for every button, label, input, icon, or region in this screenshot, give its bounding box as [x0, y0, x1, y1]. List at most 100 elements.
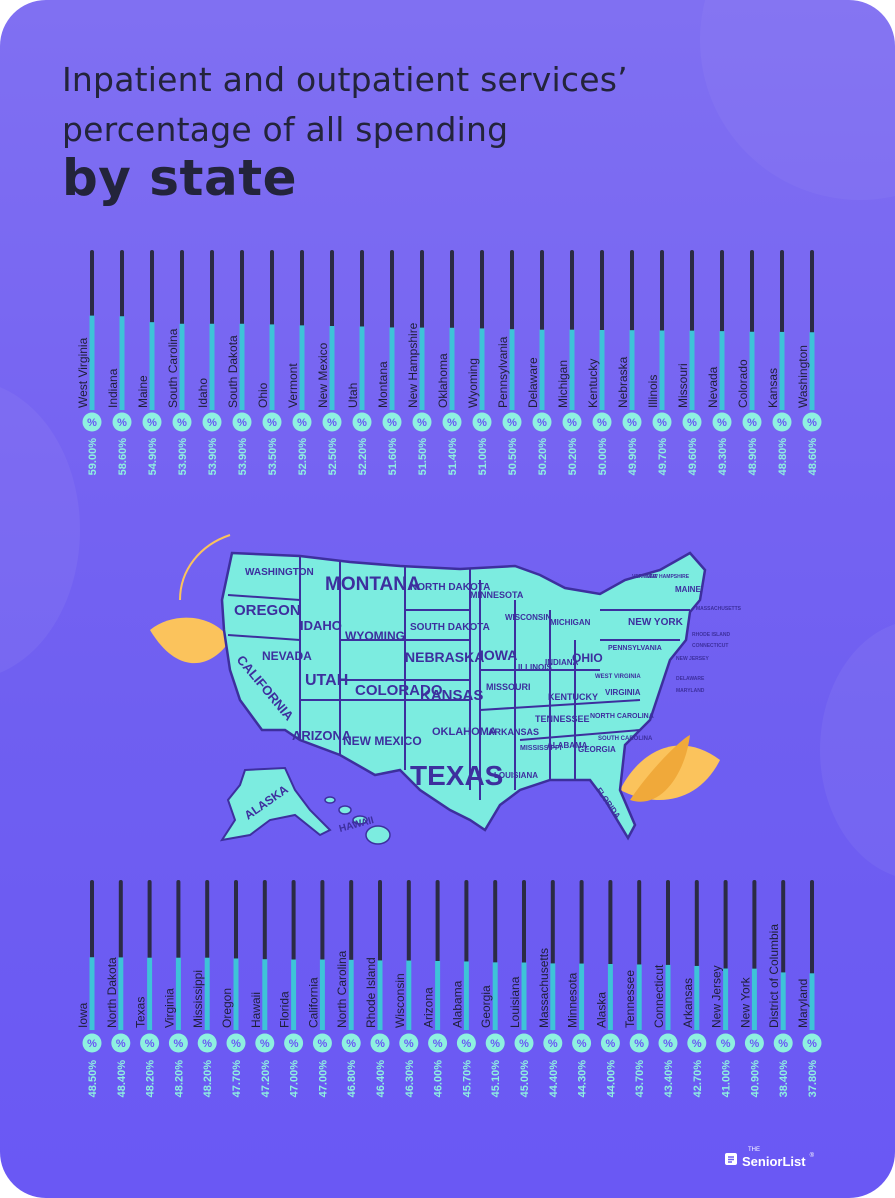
percent-badge — [428, 1033, 448, 1053]
bar — [509, 329, 515, 410]
title-line-1: Inpatient and outpatient services’ — [62, 60, 628, 99]
percent-badge — [312, 1033, 332, 1053]
bar-category-label: Pennsylvania — [496, 336, 510, 408]
map-label-georgia: GEORGIA — [578, 745, 616, 754]
bar-value-label: 48.20% — [145, 1060, 157, 1098]
percent-badge-symbol: % — [375, 1038, 385, 1050]
bar-category-label: Utah — [346, 383, 360, 408]
bar-value-label: 47.20% — [260, 1060, 272, 1098]
bar — [809, 332, 815, 410]
bar-value-label: 50.20% — [567, 438, 579, 476]
bar-category-label: Texas — [134, 997, 148, 1028]
map-label-connecticut: CONNECTICUT — [692, 643, 728, 649]
bar-category-label: Louisiana — [508, 976, 522, 1028]
bar — [119, 316, 125, 410]
percent-badge — [600, 1033, 620, 1053]
bar — [149, 322, 155, 410]
bottom-bar-chart: Iowa% 48.50% North Dakota% 48.40% Texas% 48.2… — [76, 880, 822, 1097]
bar-value-label: 46.00% — [433, 1060, 445, 1098]
bar-category-label: Kentucky — [586, 359, 600, 408]
percent-badge — [622, 412, 642, 432]
bar-category-label: Virginia — [162, 988, 176, 1028]
map-label-montana: MONTANA — [325, 574, 421, 595]
bar-category-label: Connecticut — [652, 964, 666, 1028]
bar-category-label: South Dakota — [226, 335, 240, 408]
bar — [492, 962, 498, 1030]
bar-value-label: 45.10% — [490, 1060, 502, 1098]
bar — [550, 963, 556, 1030]
bar-category-label: New Hampshire — [406, 322, 420, 408]
map-label-tennessee: TENNESSEE — [535, 714, 590, 724]
state-borders — [227, 556, 690, 800]
percent-badge-symbol: % — [807, 417, 817, 429]
percent-badge — [82, 1033, 102, 1053]
bar-category-label: District of Columbia — [767, 924, 781, 1028]
bar — [419, 327, 425, 410]
bar — [239, 323, 245, 410]
map-label-nebraska: NEBRASKA — [405, 649, 484, 665]
percent-badge — [687, 1033, 707, 1053]
bar — [694, 965, 700, 1030]
bar-value-label: 45.70% — [461, 1060, 473, 1098]
bar — [377, 960, 383, 1030]
percent-badge-symbol: % — [297, 417, 307, 429]
bar — [779, 331, 785, 410]
percent-badge-symbol: % — [260, 1038, 270, 1050]
percent-badge — [456, 1033, 476, 1053]
percent-badge — [442, 412, 462, 432]
map-label-wisconsin: WISCONSIN — [505, 613, 551, 622]
bar-value-label: 47.00% — [317, 1060, 329, 1098]
bar-category-label: Washington — [796, 345, 810, 408]
percent-badge-symbol: % — [567, 417, 577, 429]
percent-badge — [202, 412, 222, 432]
percent-badge — [532, 412, 552, 432]
percent-badge-symbol: % — [490, 1038, 500, 1050]
percent-badge-symbol: % — [778, 1038, 788, 1050]
map-label-oregon: OREGON — [234, 602, 301, 619]
percent-badge-symbol: % — [750, 1038, 760, 1050]
map-label-arizona: ARIZONA — [292, 728, 352, 743]
bar-value-label: 59.00% — [87, 438, 99, 476]
bar — [463, 961, 469, 1030]
percent-badge — [652, 412, 672, 432]
bar — [751, 968, 757, 1030]
map-label-south-carolina: SOUTH CAROLINA — [598, 736, 653, 742]
bar-value-label: 53.90% — [207, 438, 219, 476]
bar — [348, 959, 354, 1030]
bar-category-label: Kansas — [766, 368, 780, 408]
bar — [599, 330, 605, 410]
percent-badge-symbol: % — [721, 1038, 731, 1050]
bar-category-label: New York — [738, 976, 752, 1028]
bar — [719, 331, 725, 410]
bar-category-label: Wisconsin — [393, 973, 407, 1028]
percent-badge-symbol: % — [447, 417, 457, 429]
map-label-new-hampshire: NEW HAMPSHIRE — [646, 574, 690, 580]
chart-subtitle: by state — [62, 149, 298, 207]
percent-badge — [802, 412, 822, 432]
map-label-idaho: IDAHO — [300, 618, 342, 633]
bar-category-label: South Carolina — [166, 328, 180, 408]
bar-value-label: 43.40% — [663, 1060, 675, 1098]
bar — [659, 330, 665, 410]
map-label-arkansas: ARKANSAS — [488, 727, 539, 737]
percent-badge — [716, 1033, 736, 1053]
map-label-north-carolina: NORTH CAROLINA — [590, 713, 654, 720]
percent-badge — [370, 1033, 390, 1053]
map-label-indiana: INDIANA — [545, 658, 579, 667]
bar — [435, 961, 441, 1030]
bar-category-label: Indiana — [106, 368, 120, 408]
bar — [449, 327, 455, 410]
percent-badge — [572, 1033, 592, 1053]
percent-badge-symbol: % — [462, 1038, 472, 1050]
leaf-decoration — [150, 617, 230, 664]
bar — [269, 324, 275, 410]
top-bar-chart: West Virginia% 59.00% Indiana% 58.60% Maine%… — [76, 250, 822, 475]
percent-badge-symbol: % — [687, 417, 697, 429]
bar-value-label: 52.90% — [297, 438, 309, 476]
bar — [521, 962, 527, 1030]
map-label-illinois: ILLINOIS — [518, 663, 552, 672]
bar-category-label: Michigan — [556, 360, 570, 408]
percent-badge — [255, 1033, 275, 1053]
bar-category-label: Mississippi — [191, 970, 205, 1028]
percent-badge — [772, 412, 792, 432]
